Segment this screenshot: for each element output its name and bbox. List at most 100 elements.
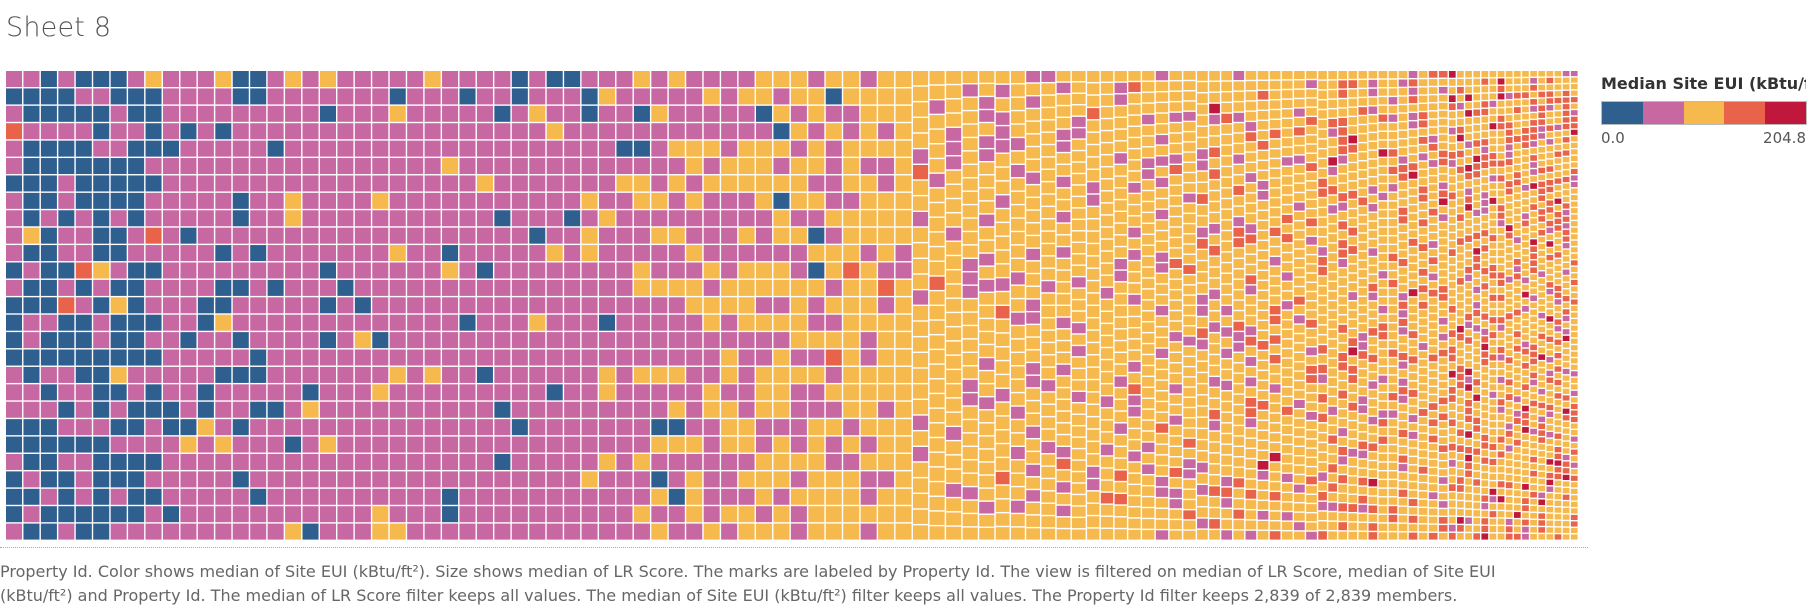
- treemap-cell[interactable]: [424, 488, 441, 505]
- treemap-cell[interactable]: [1100, 215, 1114, 227]
- treemap-cell[interactable]: [1169, 259, 1182, 269]
- treemap-cell[interactable]: [1388, 262, 1398, 270]
- treemap-cell[interactable]: [1554, 191, 1562, 198]
- treemap-cell[interactable]: [1257, 241, 1269, 250]
- treemap-cell[interactable]: [755, 436, 773, 453]
- treemap-cell[interactable]: [1570, 371, 1578, 377]
- treemap-cell[interactable]: [912, 133, 929, 148]
- treemap-cell[interactable]: [1505, 526, 1513, 533]
- treemap-cell[interactable]: [1010, 500, 1025, 513]
- treemap-cell[interactable]: [843, 349, 860, 366]
- treemap-cell[interactable]: [511, 175, 528, 192]
- treemap-cell[interactable]: [1554, 306, 1562, 312]
- treemap-cell[interactable]: [1538, 354, 1546, 360]
- treemap-cell[interactable]: [1538, 105, 1546, 112]
- treemap-cell[interactable]: [1538, 382, 1546, 388]
- treemap-cell[interactable]: [1538, 506, 1546, 512]
- treemap-cell[interactable]: [1155, 295, 1169, 305]
- treemap-cell[interactable]: [302, 471, 319, 488]
- treemap-cell[interactable]: [93, 71, 110, 88]
- treemap-cell[interactable]: [75, 105, 92, 122]
- treemap-cell[interactable]: [1522, 149, 1529, 156]
- treemap-cell[interactable]: [878, 523, 895, 540]
- treemap-cell[interactable]: [337, 384, 354, 401]
- treemap-cell[interactable]: [110, 210, 127, 227]
- treemap-cell[interactable]: [93, 506, 110, 523]
- treemap-cell[interactable]: [6, 471, 23, 488]
- treemap-cell[interactable]: [40, 453, 57, 470]
- treemap-cell[interactable]: [564, 297, 581, 314]
- treemap-cell[interactable]: [1481, 71, 1489, 78]
- treemap-cell[interactable]: [1546, 438, 1554, 445]
- treemap-cell[interactable]: [1428, 451, 1438, 459]
- treemap-cell[interactable]: [1465, 86, 1472, 94]
- treemap-cell[interactable]: [1348, 411, 1358, 420]
- treemap-cell[interactable]: [1378, 410, 1388, 418]
- treemap-cell[interactable]: [494, 366, 511, 383]
- treemap-cell[interactable]: [162, 262, 180, 279]
- treemap-cell[interactable]: [1522, 398, 1529, 405]
- treemap-cell[interactable]: [302, 227, 319, 244]
- treemap-cell[interactable]: [1438, 429, 1448, 437]
- treemap-cell[interactable]: [1306, 107, 1317, 116]
- treemap-cell[interactable]: [1281, 320, 1293, 329]
- treemap-cell[interactable]: [616, 453, 633, 470]
- treemap-cell[interactable]: [616, 123, 633, 140]
- treemap-cell[interactable]: [1398, 498, 1408, 506]
- treemap-cell[interactable]: [1010, 487, 1025, 500]
- treemap-cell[interactable]: [110, 349, 127, 366]
- treemap-cell[interactable]: [1398, 447, 1408, 455]
- treemap-cell[interactable]: [1388, 97, 1398, 105]
- treemap-cell[interactable]: [1221, 530, 1233, 540]
- treemap-cell[interactable]: [1418, 244, 1428, 252]
- treemap-cell[interactable]: [1169, 488, 1182, 498]
- treemap-cell[interactable]: [1348, 430, 1358, 439]
- treemap-cell[interactable]: [1465, 235, 1472, 242]
- treemap-cell[interactable]: [1388, 306, 1398, 314]
- treemap-cell[interactable]: [1570, 286, 1578, 292]
- treemap-cell[interactable]: [1408, 121, 1418, 129]
- treemap-cell[interactable]: [215, 245, 232, 262]
- treemap-cell[interactable]: [1169, 196, 1182, 206]
- treemap-cell[interactable]: [1489, 182, 1497, 189]
- treemap-cell[interactable]: [1338, 362, 1348, 371]
- treemap-cell[interactable]: [1257, 411, 1269, 420]
- treemap-cell[interactable]: [1183, 142, 1196, 152]
- treemap-cell[interactable]: [1554, 507, 1562, 513]
- treemap-cell[interactable]: [1538, 202, 1546, 208]
- treemap-cell[interactable]: [1338, 89, 1348, 98]
- treemap-cell[interactable]: [1328, 118, 1337, 128]
- treemap-cell[interactable]: [1257, 521, 1269, 530]
- treemap-cell[interactable]: [979, 306, 995, 318]
- treemap-cell[interactable]: [1546, 227, 1554, 234]
- treemap-cell[interactable]: [1418, 367, 1428, 375]
- treemap-cell[interactable]: [1418, 71, 1428, 78]
- treemap-cell[interactable]: [564, 279, 581, 296]
- treemap-cell[interactable]: [755, 419, 773, 436]
- treemap-cell[interactable]: [1570, 351, 1578, 357]
- treemap-cell[interactable]: [1505, 137, 1513, 144]
- treemap-cell[interactable]: [755, 88, 773, 105]
- treemap-cell[interactable]: [1338, 390, 1348, 399]
- treemap-cell[interactable]: [1114, 270, 1127, 282]
- treemap-cell[interactable]: [128, 384, 145, 401]
- treemap-cell[interactable]: [1114, 188, 1127, 199]
- treemap-cell[interactable]: [1554, 212, 1562, 218]
- treemap-cell[interactable]: [755, 262, 773, 279]
- treemap-cell[interactable]: [110, 158, 127, 175]
- treemap-cell[interactable]: [1041, 442, 1056, 454]
- treemap-cell[interactable]: [1169, 363, 1182, 373]
- treemap-cell[interactable]: [1481, 207, 1489, 214]
- treemap-cell[interactable]: [1114, 200, 1127, 211]
- treemap-cell[interactable]: [633, 366, 650, 383]
- treemap-cell[interactable]: [1269, 247, 1281, 256]
- treemap-cell[interactable]: [389, 158, 406, 175]
- treemap-cell[interactable]: [459, 192, 476, 209]
- treemap-cell[interactable]: [1183, 449, 1196, 458]
- treemap-cell[interactable]: [1530, 491, 1537, 498]
- treemap-cell[interactable]: [1570, 430, 1578, 436]
- treemap-cell[interactable]: [738, 227, 755, 244]
- treemap-cell[interactable]: [1465, 415, 1472, 423]
- treemap-cell[interactable]: [755, 384, 773, 401]
- treemap-cell[interactable]: [145, 297, 162, 314]
